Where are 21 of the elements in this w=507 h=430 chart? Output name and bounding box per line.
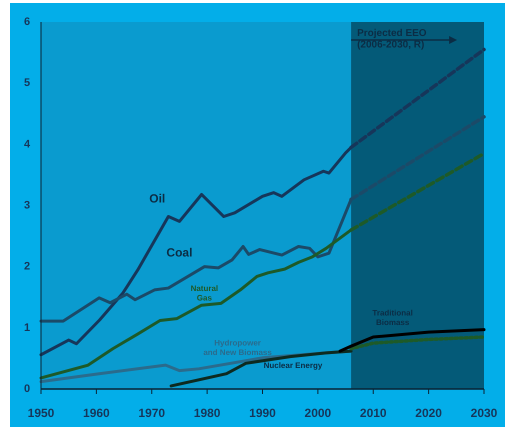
annotation: Hydropower and New Biomass bbox=[203, 338, 272, 357]
x-tick-label: 2000 bbox=[304, 406, 332, 420]
y-tick-label: 6 bbox=[24, 16, 30, 28]
x-tick-label: 2020 bbox=[415, 406, 442, 420]
y-tick-label: 4 bbox=[24, 138, 31, 150]
x-tick-label: 1960 bbox=[83, 406, 110, 420]
y-tick-label: 3 bbox=[24, 200, 30, 212]
annotation: Coal bbox=[166, 245, 192, 260]
y-tick-label: 1 bbox=[24, 322, 30, 334]
y-tick-label: 0 bbox=[24, 383, 30, 395]
x-tick-label: 1970 bbox=[138, 406, 166, 420]
annotation: Oil bbox=[149, 191, 166, 206]
annotation: Nuclear Energy bbox=[264, 361, 323, 370]
x-tick-label: 1990 bbox=[249, 406, 276, 420]
x-tick-label: 1950 bbox=[28, 406, 55, 420]
annotation: Natural Gas bbox=[190, 284, 218, 302]
y-tick-label: 2 bbox=[24, 260, 30, 273]
y-tick-label: 5 bbox=[24, 77, 30, 90]
x-tick-label: 1980 bbox=[194, 406, 221, 420]
x-tick-label: 2010 bbox=[360, 406, 387, 420]
x-tick-label: 2030 bbox=[470, 406, 498, 420]
